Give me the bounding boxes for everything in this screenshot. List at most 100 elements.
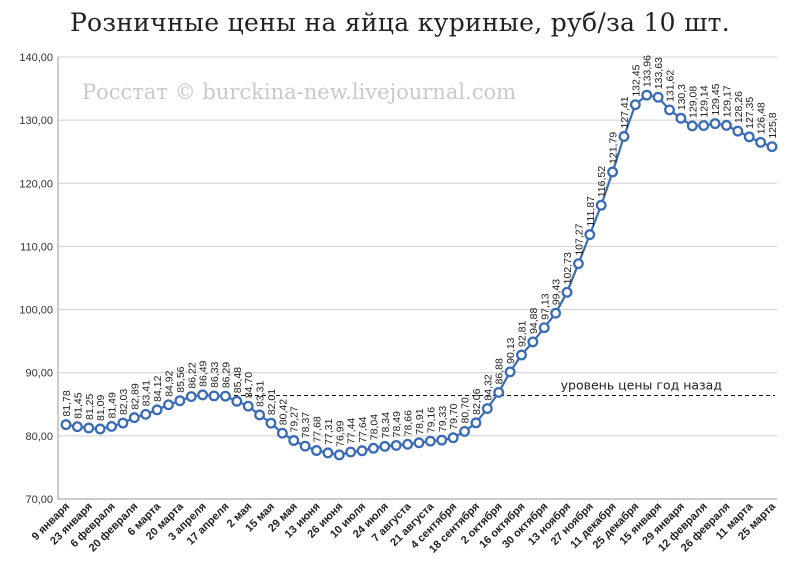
watermark: Росстат © burckina-new.livejournal.com [82, 80, 516, 104]
data-label: 127,35 [744, 97, 756, 129]
data-label: 130,3 [676, 84, 688, 110]
data-label: 78,91 [414, 408, 426, 434]
data-point [94, 423, 106, 435]
data-label: 128,26 [733, 91, 745, 123]
data-point [299, 440, 311, 452]
reference-line-label: уровень цены год назад [561, 377, 722, 392]
data-label: 82,01 [266, 389, 278, 415]
data-point [242, 400, 254, 412]
data-label: 133,63 [653, 57, 665, 89]
data-label: 77,31 [323, 418, 335, 444]
data-point [231, 395, 243, 407]
data-label: 111,87 [585, 196, 597, 227]
data-point [185, 391, 197, 403]
data-point [288, 435, 300, 446]
data-label: 94,88 [528, 307, 540, 333]
chart-title: Розничные цены на яйца куриные, руб/за 1… [69, 8, 731, 37]
data-label: 84,12 [152, 375, 164, 401]
data-point [151, 404, 163, 416]
data-point [333, 449, 345, 461]
y-tick-label: 70,00 [25, 494, 53, 506]
data-point [140, 408, 152, 420]
data-label: 133,96 [642, 55, 654, 87]
data-point [538, 322, 550, 334]
y-tick-label: 120,00 [19, 178, 53, 190]
data-point [618, 131, 630, 142]
data-point [276, 427, 288, 439]
data-label: 129,45 [710, 83, 722, 115]
data-label: 81,49 [107, 392, 119, 418]
data-point [550, 307, 562, 319]
data-point [732, 125, 744, 137]
data-label: 79,33 [437, 406, 449, 432]
data-point [71, 421, 83, 433]
data-labels: 81,78 81,45 81,25 81,09 81,49 82,03 82,89 83,41… [61, 55, 779, 447]
data-label: 78,49 [391, 411, 403, 437]
data-label: 78,66 [403, 410, 415, 436]
data-point [516, 349, 527, 361]
data-point [390, 439, 402, 451]
data-point [117, 417, 129, 429]
series-eggs-price [60, 89, 778, 461]
data-label: 129,08 [687, 86, 699, 118]
data-label: 81,09 [95, 395, 107, 421]
data-label: 79,16 [425, 407, 437, 433]
data-point [402, 438, 414, 450]
data-label: 81,78 [61, 390, 73, 416]
y-tick-label: 140,00 [19, 52, 53, 64]
data-point [436, 434, 448, 446]
data-label: 86,22 [186, 362, 198, 388]
data-label: 85,48 [232, 367, 244, 393]
data-point [265, 417, 277, 429]
data-point [755, 136, 767, 148]
data-point [607, 166, 619, 178]
data-point [322, 447, 334, 459]
data-point [698, 120, 710, 132]
data-label: 82,06 [471, 388, 483, 414]
data-label: 80,42 [277, 399, 289, 425]
data-point [481, 403, 493, 415]
data-point [174, 395, 186, 407]
data-label: 107,27 [573, 223, 585, 255]
data-point [721, 119, 732, 131]
reference-line-group: уровень цены год назад [192, 377, 775, 396]
data-label: 83,41 [141, 380, 153, 406]
data-point [219, 390, 231, 402]
data-label: 102,73 [562, 252, 574, 284]
data-label: 82,89 [129, 383, 141, 409]
y-tick-label: 110,00 [20, 241, 53, 253]
data-point [106, 420, 117, 432]
data-label: 131,62 [665, 70, 677, 102]
y-tick-label: 100,00 [19, 305, 53, 317]
data-point [675, 112, 687, 124]
data-point [163, 399, 174, 411]
data-point [128, 412, 140, 424]
data-point [447, 432, 459, 444]
data-label: 92,81 [516, 321, 528, 347]
data-point [584, 229, 596, 241]
data-point [345, 446, 357, 458]
data-label: 84,70 [243, 372, 255, 398]
data-label: 83,31 [255, 381, 267, 407]
data-label: 84,92 [163, 370, 175, 396]
data-label: 97,13 [539, 293, 551, 319]
data-point [459, 425, 470, 437]
data-point [413, 437, 425, 449]
data-point [208, 390, 220, 402]
data-label: 77,44 [346, 418, 358, 444]
data-point [686, 120, 698, 132]
data-point [504, 366, 516, 378]
data-point [561, 286, 573, 298]
data-point [356, 445, 368, 457]
data-label: 82,03 [118, 389, 130, 415]
data-label: 84,32 [482, 374, 494, 400]
data-label: 86,49 [198, 360, 210, 386]
data-point [379, 440, 391, 452]
data-label: 129,14 [699, 85, 711, 117]
data-label: 116,52 [596, 166, 608, 197]
data-point [470, 417, 482, 429]
data-point [311, 445, 322, 456]
data-point [572, 258, 584, 270]
